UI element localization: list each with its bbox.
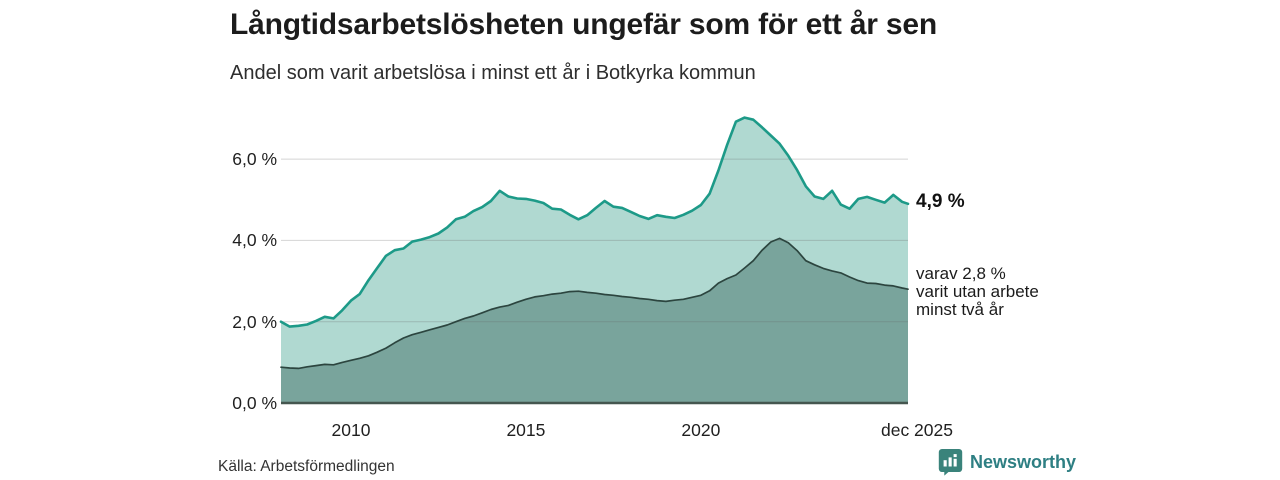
end-value-annotation: 4,9 % xyxy=(916,191,965,212)
y-tick-label: 6,0 % xyxy=(232,149,277,170)
source-credit: Källa: Arbetsförmedlingen xyxy=(218,458,395,475)
gridlines xyxy=(281,158,908,323)
y-tick-label: 4,0 % xyxy=(232,230,277,251)
secondary-annotation-line: varit utan arbete xyxy=(916,281,1039,301)
newsworthy-icon xyxy=(938,449,963,476)
page-title: Långtidsarbetslösheten ungefär som för e… xyxy=(230,8,938,41)
area-series-group xyxy=(281,117,908,403)
line-minst-tva-ar xyxy=(280,237,909,370)
x-tick-label: dec 2025 xyxy=(880,420,953,440)
x-tick-label: 2020 xyxy=(681,420,721,440)
secondary-annotation-line: minst två år xyxy=(916,299,1004,319)
area-fill-minst-tva-ar xyxy=(281,238,908,403)
newsworthy-wordmark: Newsworthy xyxy=(970,451,1077,472)
chart-subtitle: Andel som varit arbetslösa i minst ett å… xyxy=(230,62,756,84)
x-tick-label: 2010 xyxy=(331,420,371,440)
y-tick-label: 2,0 % xyxy=(232,311,277,332)
secondary-annotation: varav 2,8 % varit utan arbete minst två … xyxy=(916,265,1039,318)
x-tick-label: 2015 xyxy=(506,420,546,440)
newsworthy-logo[interactable]: Newsworthy xyxy=(938,449,1077,476)
line-minst-ett-ar xyxy=(279,116,910,328)
y-tick-label: 0,0 % xyxy=(232,393,277,413)
secondary-annotation-line: varav 2,8 % xyxy=(916,264,1006,283)
